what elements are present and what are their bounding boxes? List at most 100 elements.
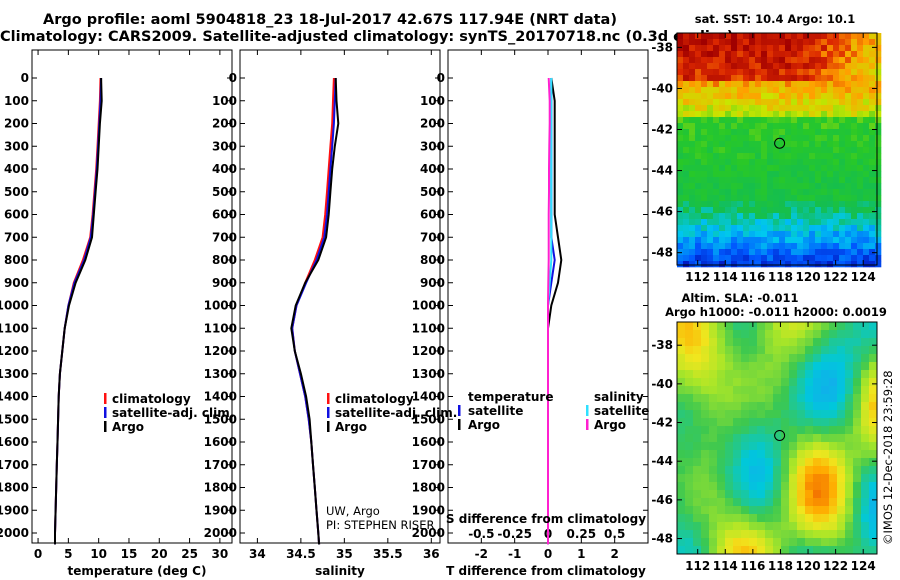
map-cell (857, 165, 864, 172)
map-cell (781, 426, 790, 435)
map-cell (861, 538, 870, 547)
map-cell (733, 322, 742, 331)
map-cell (685, 458, 694, 467)
map-cell (861, 498, 870, 507)
map-cell (701, 261, 708, 268)
map-cell (821, 482, 830, 491)
map-cell (803, 69, 810, 76)
map-cell (733, 466, 742, 475)
map-cell (815, 69, 822, 76)
map-cell (743, 147, 750, 154)
map-cell (839, 159, 846, 166)
map-cell (755, 183, 762, 190)
map-cell (707, 165, 714, 172)
map-cell (779, 219, 786, 226)
map-cell (827, 213, 834, 220)
map-cell (757, 370, 766, 379)
map-cell (827, 243, 834, 250)
map-cell (875, 219, 882, 226)
map-cell (809, 99, 816, 106)
map-cell (707, 231, 714, 238)
map-cell (685, 330, 694, 339)
map-cell (869, 378, 878, 387)
map-cell (701, 394, 710, 403)
map-cell (725, 346, 734, 355)
map-cell (755, 261, 762, 268)
map-cell (779, 123, 786, 130)
map-cell (809, 153, 816, 160)
map-cell (761, 249, 768, 256)
map-cell (701, 530, 710, 539)
map-cell (863, 117, 870, 124)
map-cell (731, 99, 738, 106)
map-cell (803, 243, 810, 250)
map-xtick-label: 124 (851, 270, 876, 284)
map-cell (785, 69, 792, 76)
map-cell (683, 225, 690, 232)
map-cell (815, 111, 822, 118)
map-cell (851, 261, 858, 268)
map-cell (749, 394, 758, 403)
map-cell (773, 386, 782, 395)
map-cell (815, 45, 822, 52)
map-cell (709, 506, 718, 515)
map-cell (789, 530, 798, 539)
map-cell (741, 362, 750, 371)
map-cell (845, 450, 854, 459)
map-cell (845, 111, 852, 118)
map-cell (765, 410, 774, 419)
map-cell (821, 346, 830, 355)
map-cell (773, 249, 780, 256)
map-cell (821, 322, 830, 331)
map-cell (761, 225, 768, 232)
map-cell (719, 33, 726, 40)
map-cell (821, 39, 828, 46)
map-cell (713, 63, 720, 70)
map-cell (719, 207, 726, 214)
map-cell (695, 117, 702, 124)
map-cell (853, 426, 862, 435)
map-cell (781, 346, 790, 355)
map-cell (797, 207, 804, 214)
map-cell (701, 237, 708, 244)
map-cell (685, 322, 694, 331)
map-cell (809, 195, 816, 202)
map-cell (757, 410, 766, 419)
map-cell (707, 261, 714, 268)
map-cell (725, 261, 732, 268)
map-cell (803, 135, 810, 142)
map-cell (725, 458, 734, 467)
map-cell (789, 522, 798, 531)
temperature-ytick-label: 1700 (0, 458, 29, 472)
map-cell (791, 249, 798, 256)
map-cell (749, 386, 758, 395)
map-cell (757, 506, 766, 515)
map-cell (791, 213, 798, 220)
map-cell (757, 482, 766, 491)
map-cell (821, 81, 828, 88)
map-cell (713, 201, 720, 208)
map-cell (861, 338, 870, 347)
map-cell (749, 458, 758, 467)
map-cell (725, 434, 734, 443)
map-cell (767, 81, 774, 88)
map-cell (857, 195, 864, 202)
map-cell (785, 237, 792, 244)
argo-location-marker (774, 429, 786, 441)
map-cell (725, 522, 734, 531)
map-cell (827, 153, 834, 160)
map-cell (695, 243, 702, 250)
map-cell (733, 362, 742, 371)
map-cell (853, 418, 862, 427)
map-cell (707, 183, 714, 190)
map-cell (861, 378, 870, 387)
map-cell (857, 231, 864, 238)
map-cell (755, 189, 762, 196)
map-cell (851, 117, 858, 124)
map-cell (731, 249, 738, 256)
map-cell (689, 171, 696, 178)
map-cell (803, 219, 810, 226)
map-cell (693, 466, 702, 475)
temperature-ytick-label: 800 (4, 253, 29, 267)
map-cell (677, 213, 684, 220)
